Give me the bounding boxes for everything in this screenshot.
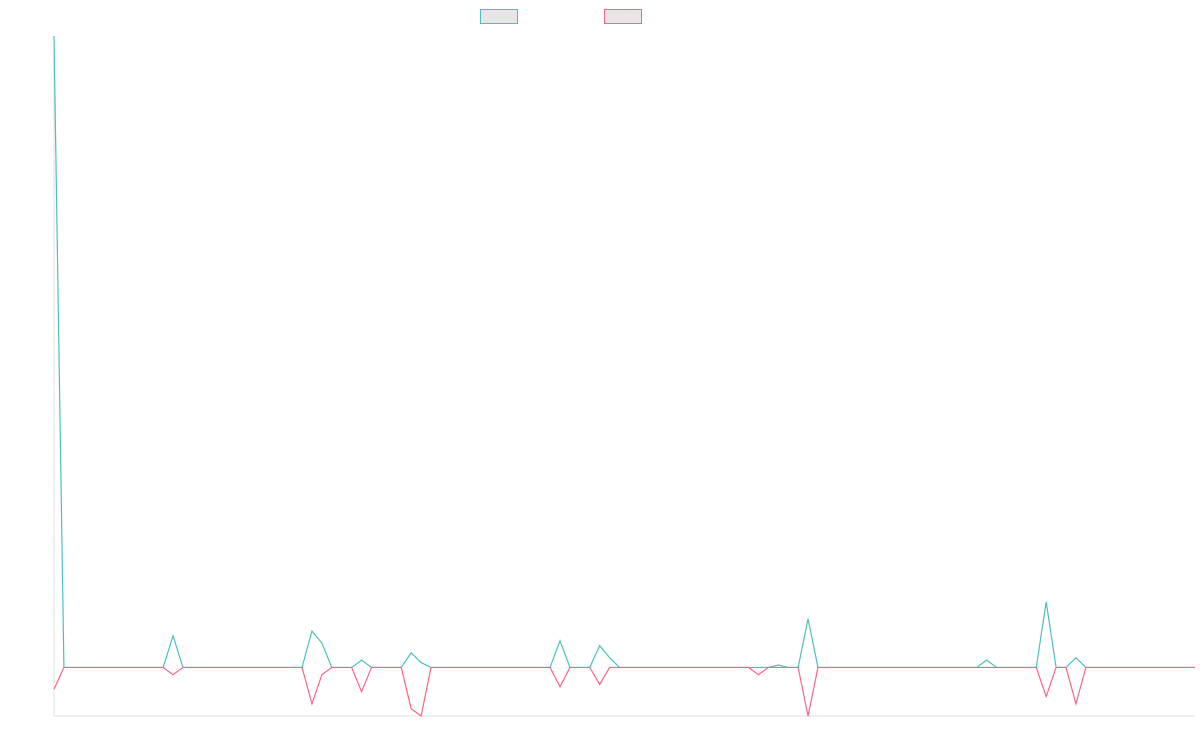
plot-area	[53, 35, 1195, 718]
chart-axes	[53, 36, 1195, 717]
legend-item-series-2[interactable]	[604, 9, 648, 24]
legend-item-series-1[interactable]	[480, 9, 524, 24]
series-line-1[interactable]	[53, 35, 1195, 669]
legend-swatch-series-2	[604, 9, 642, 24]
series-line-2[interactable]	[53, 666, 1195, 718]
legend-swatch-series-1	[480, 9, 518, 24]
legend	[0, 9, 1200, 27]
